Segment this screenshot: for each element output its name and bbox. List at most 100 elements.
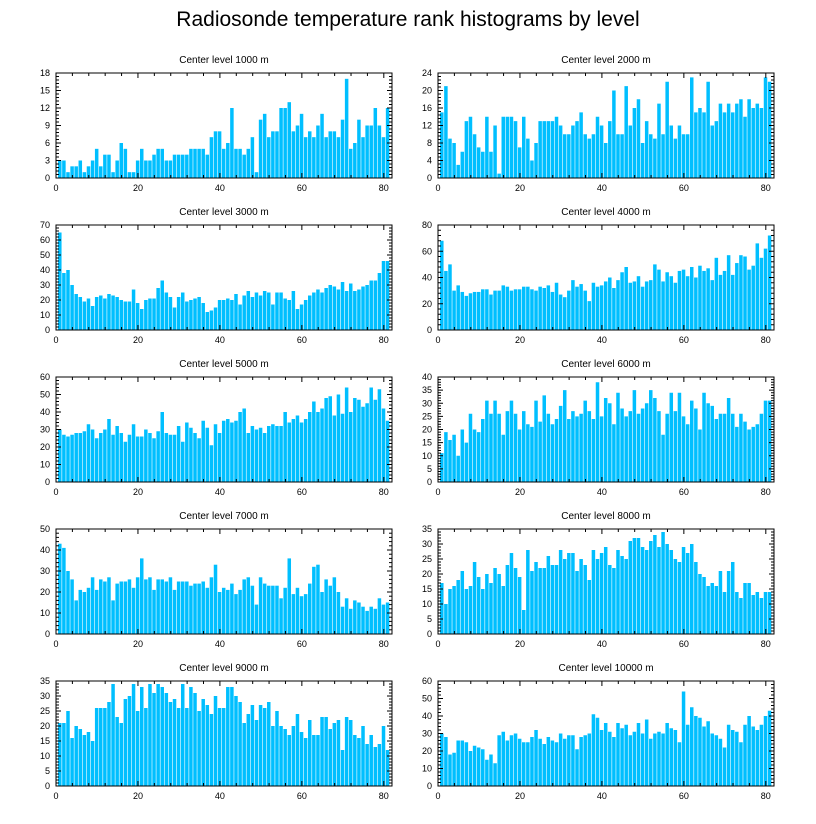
bar: [681, 134, 686, 178]
bar: [152, 589, 156, 634]
bar: [558, 733, 563, 786]
bar: [357, 289, 361, 330]
bar: [567, 290, 571, 331]
bar: [497, 574, 501, 634]
bar: [575, 571, 579, 634]
bar: [554, 742, 559, 786]
bar: [107, 154, 111, 178]
y-tick-label: 20: [422, 746, 432, 756]
bar: [485, 289, 489, 330]
bar: [616, 723, 620, 786]
bar: [591, 714, 596, 786]
bar: [344, 78, 349, 178]
bar: [464, 442, 469, 483]
y-tick-label: 20: [422, 425, 432, 435]
bar: [205, 312, 210, 330]
bar: [767, 81, 772, 178]
bar: [730, 562, 735, 634]
bar: [763, 400, 768, 483]
y-tick-label: 25: [422, 554, 432, 564]
bar: [755, 730, 760, 786]
bar: [694, 716, 698, 786]
bar: [722, 413, 727, 482]
x-tick-label: 40: [215, 791, 225, 801]
bar: [135, 711, 140, 786]
bar: [690, 400, 694, 483]
bar: [144, 579, 148, 634]
bar: [262, 708, 267, 786]
bar: [82, 735, 87, 786]
bar: [78, 433, 83, 482]
plot-frame: [55, 528, 393, 635]
bar: [62, 160, 66, 178]
y-tick-label: 15: [422, 438, 432, 448]
bar: [452, 586, 456, 634]
bar: [558, 125, 563, 178]
bar: [751, 426, 755, 483]
bar: [636, 276, 641, 330]
bar: [476, 432, 481, 483]
bar: [481, 589, 485, 634]
bar: [714, 586, 719, 634]
bar: [135, 577, 140, 634]
bar: [320, 592, 324, 634]
bar: [513, 289, 518, 330]
bar: [160, 280, 164, 330]
bar: [649, 280, 653, 331]
bar: [456, 285, 460, 331]
bar: [258, 295, 263, 330]
bar: [530, 426, 534, 483]
bar: [767, 592, 772, 634]
bar: [176, 426, 181, 482]
y-tick-label: 40: [422, 711, 432, 721]
y-tick-label: 10: [422, 451, 432, 461]
bar: [381, 261, 386, 330]
bar: [279, 292, 283, 330]
y-tick-label: 0: [427, 629, 432, 639]
bar: [74, 433, 78, 482]
bar: [526, 742, 530, 786]
bar: [587, 138, 592, 179]
bar: [127, 301, 132, 330]
bar: [603, 143, 608, 178]
bar: [385, 750, 390, 786]
bar: [612, 288, 616, 330]
y-tick-label: 20: [40, 721, 50, 731]
bar: [99, 166, 103, 178]
bar: [99, 579, 103, 634]
bar: [82, 301, 87, 330]
bar: [722, 747, 727, 786]
y-tick-label: 50: [40, 250, 50, 260]
bar: [361, 606, 365, 634]
bar: [673, 559, 678, 634]
bar: [620, 408, 624, 482]
panel-3: Center level 3000 m 0 20 40 60 80 0 10 20 30 40 50 6…: [40, 207, 393, 345]
bar: [501, 586, 506, 634]
bar: [567, 553, 571, 634]
bar: [710, 280, 714, 331]
bar: [644, 719, 649, 786]
x-tick-label: 80: [761, 791, 771, 801]
bar: [730, 413, 735, 482]
bar: [213, 696, 218, 786]
bar: [743, 583, 747, 634]
bar: [452, 434, 456, 482]
bar: [628, 125, 633, 178]
y-tick-label: 0: [427, 325, 432, 335]
bar: [698, 265, 702, 330]
bar: [197, 583, 201, 634]
bar: [452, 290, 456, 331]
bar: [534, 290, 538, 331]
panel-title: Center level 10000 m: [558, 663, 653, 674]
bar: [726, 724, 731, 786]
bar: [657, 411, 661, 483]
bar: [636, 723, 641, 786]
bar: [66, 711, 70, 786]
bar: [262, 433, 267, 482]
bar: [657, 547, 661, 634]
bar: [369, 125, 373, 178]
bar: [131, 684, 136, 786]
bar: [127, 696, 132, 786]
bar: [156, 288, 160, 330]
panel-5: Center level 5000 m 0 20 40 60 80 0 10 20 30 40 50 6…: [40, 359, 393, 497]
